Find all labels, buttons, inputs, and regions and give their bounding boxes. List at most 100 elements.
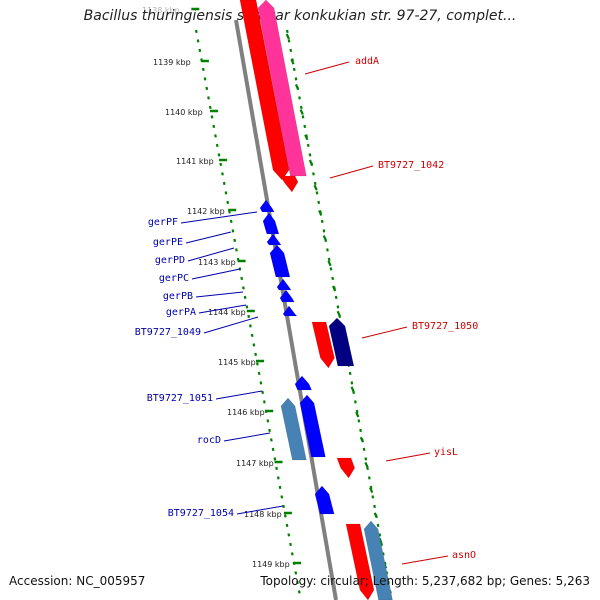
right-ruler-dot xyxy=(364,457,368,461)
gene-gerPB xyxy=(276,278,292,291)
leader-line xyxy=(198,304,247,314)
gene-rocD-a xyxy=(280,397,307,461)
left-ruler-dot xyxy=(207,96,210,100)
left-ruler-dot xyxy=(268,428,271,433)
right-ruler-dot xyxy=(359,428,362,433)
right-tick xyxy=(369,487,374,494)
right-ruler-dot xyxy=(289,48,293,53)
right-tick xyxy=(318,209,323,216)
gene-addA xyxy=(239,0,290,181)
gene-gerPF xyxy=(259,199,275,213)
leader-line xyxy=(187,247,235,262)
left-ruler-dot xyxy=(282,504,285,509)
right-tick xyxy=(359,436,365,443)
leader-line xyxy=(385,452,431,462)
right-ruler-dot xyxy=(308,153,312,157)
kbp-label: 1141 kbp xyxy=(176,157,214,166)
left-ruler-dot xyxy=(294,571,298,575)
left-ruler-dot xyxy=(261,390,264,395)
right-ruler-dot xyxy=(353,400,357,404)
gene-label-gerPE: gerPE xyxy=(153,237,183,248)
gene-gerPD xyxy=(266,233,282,246)
left-ruler-dot xyxy=(249,324,252,328)
leader-line xyxy=(215,390,263,400)
gene-gerPC xyxy=(269,244,291,278)
right-tick xyxy=(327,260,332,267)
left-ruler-dot xyxy=(240,276,244,281)
left-ruler-dot xyxy=(208,105,212,110)
left-ruler-dot xyxy=(252,343,256,347)
gene-label-BT9727_1050: BT9727_1050 xyxy=(412,321,478,332)
left-ruler-dot xyxy=(280,495,284,499)
right-ruler-dot xyxy=(327,257,331,262)
right-tick xyxy=(299,109,304,116)
gene-yisL xyxy=(336,457,355,479)
gene-asnO xyxy=(345,523,375,600)
right-ruler-dot xyxy=(381,552,385,556)
right-ruler-dot xyxy=(348,371,352,376)
accession-label: Accession: NC_005957 xyxy=(9,574,146,588)
right-ruler-dot xyxy=(299,105,303,110)
gene-BT9727_1042 xyxy=(280,175,299,193)
leader-line xyxy=(180,211,258,224)
kbp-label: 1148 kbp xyxy=(244,510,282,519)
gene-BT9727_1049 xyxy=(282,305,298,317)
gene-BT9727_1054 xyxy=(314,485,335,515)
left-ruler-dot xyxy=(266,419,270,423)
kbp-label: 1149 kbp xyxy=(252,560,290,569)
left-ruler-dot xyxy=(296,580,299,585)
left-ruler-dot xyxy=(194,29,198,34)
right-tick xyxy=(290,58,295,65)
right-ruler-dot xyxy=(336,305,340,309)
left-ruler-dot xyxy=(262,400,266,404)
left-ruler-dot xyxy=(196,39,200,43)
right-ruler-dot xyxy=(313,181,317,186)
left-ruler-dot xyxy=(271,447,275,452)
left-ruler-dot xyxy=(283,514,287,518)
gene-label-gerPB: gerPB xyxy=(163,291,193,302)
right-ruler-dot xyxy=(298,96,301,100)
left-ruler-dot xyxy=(276,476,280,480)
kbp-label: 1142 kbp xyxy=(187,207,225,216)
left-ruler-dot xyxy=(247,314,251,319)
right-ruler-dot xyxy=(317,200,321,205)
left-ruler-dot xyxy=(233,238,237,243)
gene-BT9727_1050 xyxy=(311,321,335,369)
right-ruler-dot xyxy=(287,39,291,43)
right-ruler-dot xyxy=(303,124,307,129)
leader-line xyxy=(185,231,232,244)
right-tick xyxy=(373,512,378,519)
left-ruler-dot xyxy=(297,590,301,594)
right-ruler-dot xyxy=(320,219,324,224)
right-ruler-dot xyxy=(378,533,382,537)
left-ruler-dot xyxy=(221,172,224,176)
left-ruler-dot xyxy=(275,466,278,471)
right-ruler-dot xyxy=(373,504,376,509)
left-ruler-dot xyxy=(242,286,245,290)
right-ruler-dot xyxy=(357,419,361,423)
left-ruler-dot xyxy=(201,67,205,72)
gene-label-BT9727_1042: BT9727_1042 xyxy=(378,160,444,171)
gene-BT9727_1050-partner xyxy=(328,317,355,367)
left-ruler-dot xyxy=(257,371,261,376)
right-ruler-dot xyxy=(380,542,383,547)
right-ruler-dot xyxy=(312,172,315,176)
left-ruler-dot xyxy=(198,48,202,53)
right-ruler-dot xyxy=(334,295,338,300)
left-ruler-dot xyxy=(273,457,277,461)
left-ruler-dot xyxy=(278,485,282,490)
right-tick xyxy=(313,184,318,191)
gene-label-rocD: rocD xyxy=(197,435,221,446)
right-ruler-dot xyxy=(301,115,305,119)
gene-label-gerPC: gerPC xyxy=(159,273,189,284)
right-ruler-dot xyxy=(285,29,289,34)
left-ruler-dot xyxy=(269,438,273,442)
kbp-label: 1140 kbp xyxy=(165,108,203,117)
right-ruler-dot xyxy=(292,67,296,72)
kbp-label: 1138 kbp xyxy=(142,6,180,15)
gene-label-BT9727_1049: BT9727_1049 xyxy=(135,327,201,338)
right-ruler-dot xyxy=(306,143,310,148)
left-ruler-dot xyxy=(215,143,219,148)
leader-line xyxy=(195,291,244,298)
